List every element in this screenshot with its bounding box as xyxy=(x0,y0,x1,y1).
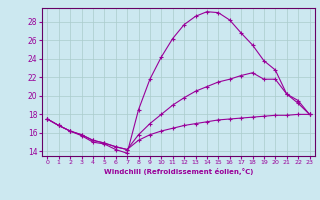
X-axis label: Windchill (Refroidissement éolien,°C): Windchill (Refroidissement éolien,°C) xyxy=(104,168,253,175)
